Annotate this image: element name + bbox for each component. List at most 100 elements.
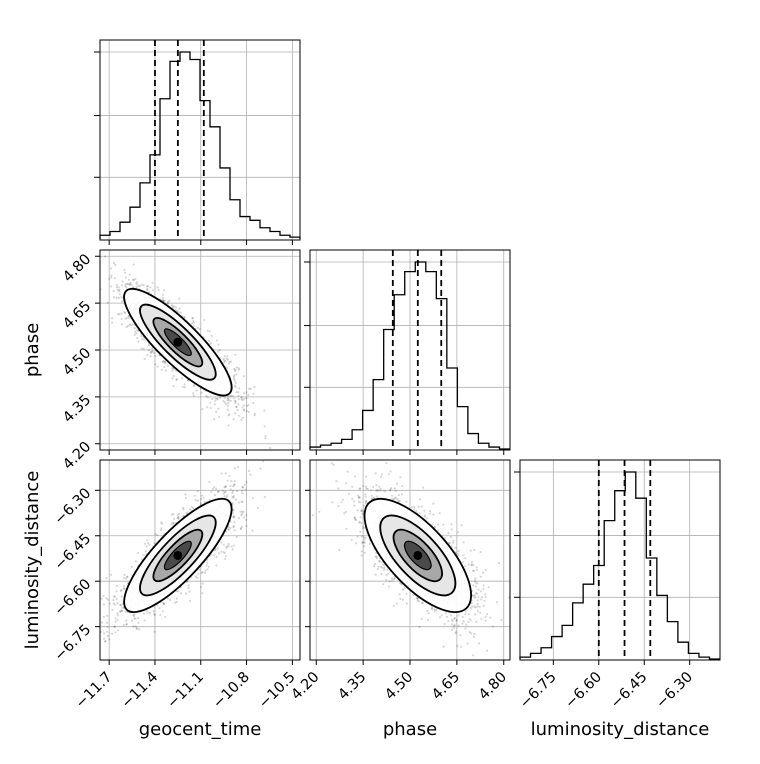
scatter-point: [220, 472, 222, 474]
scatter-point: [200, 498, 202, 500]
scatter-point: [231, 545, 233, 547]
scatter-point: [393, 605, 395, 607]
scatter-point: [245, 397, 247, 399]
scatter-point: [225, 496, 227, 498]
scatter-point: [376, 495, 378, 497]
scatter-point: [206, 564, 208, 566]
scatter-point: [485, 616, 487, 618]
scatter-point: [226, 355, 228, 357]
hist-panel-luminosity_distance: [514, 460, 720, 665]
scatter-point: [211, 335, 213, 337]
scatter-point: [111, 633, 113, 635]
scatter-point: [227, 414, 229, 416]
scatter-point: [141, 284, 143, 286]
scatter-point: [233, 376, 235, 378]
scatter-point: [239, 511, 241, 513]
scatter-point: [188, 584, 190, 586]
scatter-point: [245, 481, 247, 483]
scatter-point: [176, 598, 178, 600]
scatter-point: [126, 576, 128, 578]
scatter-point: [195, 499, 197, 501]
scatter-point: [125, 578, 127, 580]
scatter-point: [214, 400, 216, 402]
scatter-point: [233, 418, 235, 420]
scatter-point: [151, 282, 153, 284]
scatter-point: [222, 490, 224, 492]
scatter-point: [231, 492, 233, 494]
scatter-point: [150, 351, 152, 353]
scatter-point: [193, 395, 195, 397]
scatter-point: [97, 310, 99, 312]
scatter-point: [229, 485, 231, 487]
scatter-point: [149, 612, 151, 614]
scatter-point: [219, 349, 221, 351]
scatter-point: [157, 366, 159, 368]
scatter-point: [140, 335, 142, 337]
scatter-point: [252, 402, 254, 404]
scatter-point: [241, 492, 243, 494]
scatter-point: [206, 406, 208, 408]
scatter-point: [235, 373, 237, 375]
scatter-point: [149, 286, 151, 288]
scatter-point: [218, 416, 220, 418]
scatter-point: [240, 528, 242, 530]
scatter-point: [154, 363, 156, 365]
scatter-point: [498, 562, 500, 564]
scatter-point: [248, 470, 250, 472]
scatter-point: [189, 600, 191, 602]
scatter-point: [217, 408, 219, 410]
scatter-point: [107, 635, 109, 637]
scatter-point: [202, 583, 204, 585]
scatter-point: [230, 488, 232, 490]
scatter-point: [443, 646, 445, 648]
scatter-point: [103, 595, 105, 597]
scatter-point: [119, 611, 121, 613]
scatter-panel-phase-vs-geocent_time: [92, 250, 300, 455]
scatter-point: [238, 501, 240, 503]
scatter-point: [227, 528, 229, 530]
scatter-point: [162, 297, 164, 299]
scatter-point: [137, 285, 139, 287]
scatter-point: [121, 595, 123, 597]
scatter-point: [485, 620, 487, 622]
scatter-point: [233, 378, 235, 380]
scatter-point: [265, 435, 267, 437]
scatter-point: [132, 614, 134, 616]
scatter-point: [214, 403, 216, 405]
scatter-point: [146, 288, 148, 290]
scatter-point: [160, 521, 162, 523]
scatter-point: [197, 500, 199, 502]
scatter-point: [229, 395, 231, 397]
scatter-point: [143, 613, 145, 615]
scatter-point: [136, 627, 138, 629]
scatter-point: [225, 472, 227, 474]
scatter-point: [238, 367, 240, 369]
scatter-point: [402, 599, 404, 601]
scatter-point: [214, 494, 216, 496]
scatter-point: [167, 365, 169, 367]
scatter-point: [234, 467, 236, 469]
scatter-point: [338, 549, 340, 551]
scatter-point: [257, 507, 259, 509]
scatter-point: [128, 279, 130, 281]
scatter-point: [178, 298, 180, 300]
scatter-point: [121, 323, 123, 325]
scatter-point: [246, 410, 248, 412]
scatter-point: [172, 377, 174, 379]
scatter-point: [161, 369, 163, 371]
scatter-point: [232, 526, 234, 528]
scatter-point: [201, 408, 203, 410]
scatter-point: [351, 486, 353, 488]
scatter-point: [251, 530, 253, 532]
scatter-point: [123, 624, 125, 626]
scatter-point: [238, 415, 240, 417]
scatter-point: [118, 313, 120, 315]
scatter-point: [243, 404, 245, 406]
scatter-point: [143, 348, 145, 350]
scatter-point: [126, 283, 128, 285]
scatter-point: [113, 296, 115, 298]
scatter-point: [241, 398, 243, 400]
scatter-point: [242, 486, 244, 488]
scatter-point: [146, 354, 148, 356]
scatter-point: [197, 490, 199, 492]
